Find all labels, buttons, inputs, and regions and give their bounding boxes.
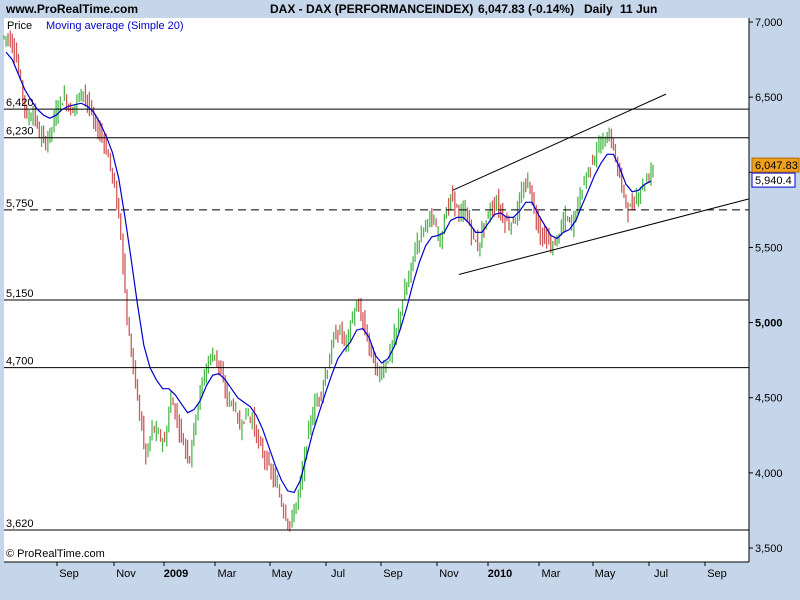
ma-legend: Moving average (Simple 20) bbox=[46, 20, 184, 32]
x-tick-label: Sep bbox=[59, 568, 79, 580]
y-tick-label: 7,000 bbox=[755, 17, 783, 29]
trend-channel bbox=[452, 93, 750, 275]
horizontal-levels: 6,420 6,230 5,750 5,150 4,700 3,620 bbox=[4, 97, 749, 531]
x-tick-label: Sep bbox=[707, 568, 727, 580]
level-label: 3,620 bbox=[6, 518, 34, 530]
x-tick-label: Mar bbox=[218, 568, 237, 580]
y-tick-label: 5,000 bbox=[755, 318, 783, 330]
instrument-title: DAX - DAX (PERFORMANCEINDEX) bbox=[270, 2, 473, 16]
y-tick-label: 5,500 bbox=[755, 242, 783, 254]
x-tick-label: Nov bbox=[439, 568, 459, 580]
y-tick-label: 3,500 bbox=[755, 543, 783, 555]
x-tick-label: May bbox=[595, 568, 616, 580]
channel-upper-line bbox=[452, 93, 667, 191]
channel-lower-line bbox=[458, 198, 750, 275]
ma-value-label: 5,940.4 bbox=[755, 175, 792, 187]
candles bbox=[3, 30, 654, 532]
ma-series-line bbox=[5, 51, 652, 494]
x-axis-ticks: Sep Nov 2009 Mar May Jul Sep Nov 2010 Mar May Jul Se… bbox=[56, 562, 727, 580]
copyright-text: © ProRealTime.com bbox=[6, 548, 105, 560]
x-tick-label: May bbox=[272, 568, 293, 580]
level-label: 6,420 bbox=[6, 97, 34, 109]
price-legend: Price bbox=[7, 20, 32, 32]
last-price-tag bbox=[751, 157, 800, 173]
y-tick-label: 4,500 bbox=[755, 393, 783, 405]
x-tick-label: Nov bbox=[116, 568, 136, 580]
ma-value-tag bbox=[751, 172, 796, 188]
last-price-label: 6,047.83 bbox=[755, 160, 798, 172]
plot-area bbox=[4, 18, 749, 562]
site-name: www.ProRealTime.com bbox=[5, 2, 138, 16]
x-tick-label: 2009 bbox=[164, 568, 188, 580]
price-tags: 6,047.83 5,940.4 bbox=[751, 157, 800, 188]
x-tick-label: Jul bbox=[331, 568, 345, 580]
period-label: Daily bbox=[584, 2, 613, 16]
moving-average bbox=[5, 51, 652, 494]
x-tick-label: Jul bbox=[654, 568, 668, 580]
x-tick-label: Sep bbox=[383, 568, 403, 580]
level-label: 5,150 bbox=[6, 288, 34, 300]
x-tick-label: Mar bbox=[542, 568, 561, 580]
level-label: 5,750 bbox=[6, 198, 34, 210]
y-tick-label: 4,000 bbox=[755, 468, 783, 480]
x-tick-label: 2010 bbox=[488, 568, 512, 580]
level-label: 4,700 bbox=[6, 356, 34, 368]
quote-value: 6,047.83 (-0.14%) bbox=[478, 2, 574, 16]
y-tick-label: 6,500 bbox=[755, 92, 783, 104]
level-label: 6,230 bbox=[6, 126, 34, 138]
date-label: 11 Jun bbox=[620, 2, 657, 16]
